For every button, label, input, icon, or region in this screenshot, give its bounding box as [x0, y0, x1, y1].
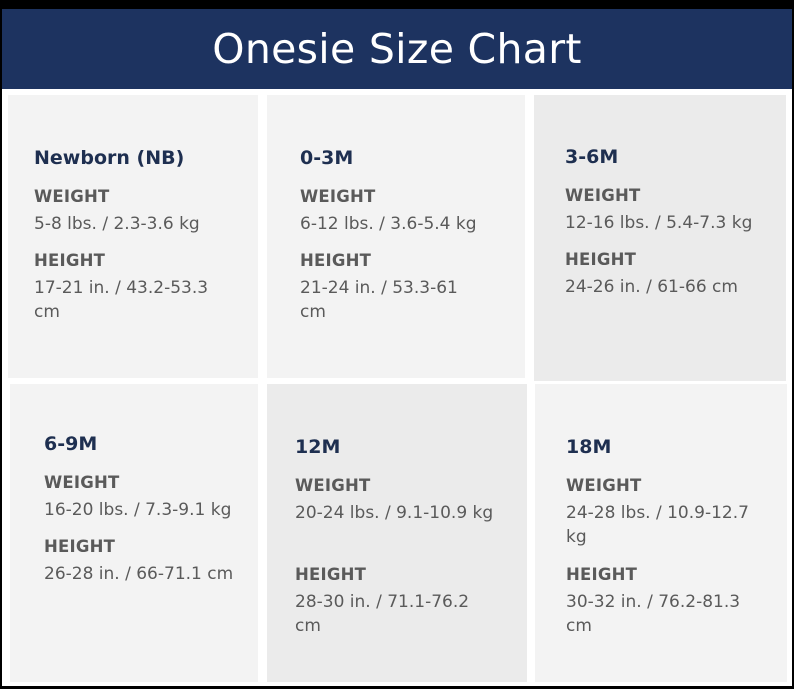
weight-label: WEIGHT — [300, 187, 376, 206]
weight-value: 12-16 lbs. / 5.4-7.3 kg — [565, 213, 753, 233]
weight-label: WEIGHT — [44, 473, 120, 492]
size-name: 6-9M — [44, 433, 98, 455]
height-value: 30-32 in. / 76.2-81.3 cm — [566, 592, 741, 636]
size-cell-18m: 18M WEIGHT 24-28 lbs. / 10.9-12.7 kg HEI… — [535, 384, 787, 682]
weight-label: WEIGHT — [295, 476, 371, 495]
size-cell-3-6m: 3-6M WEIGHT 12-16 lbs. / 5.4-7.3 kg HEIG… — [534, 95, 786, 381]
size-name: Newborn (NB) — [34, 147, 185, 169]
height-label: HEIGHT — [565, 250, 637, 269]
size-cell-6-9m: 6-9M WEIGHT 16-20 lbs. / 7.3-9.1 kg HEIG… — [10, 384, 258, 682]
height-value: 26-28 in. / 66-71.1 cm — [44, 564, 234, 584]
size-chart: Onesie Size Chart Newborn (NB) WEIGHT 5-… — [2, 9, 792, 686]
weight-label: WEIGHT — [34, 187, 110, 206]
height-label: HEIGHT — [566, 565, 638, 584]
size-cell-12m: 12M WEIGHT 20-24 lbs. / 9.1-10.9 kg HEIG… — [267, 384, 527, 682]
chart-header: Onesie Size Chart — [2, 9, 792, 89]
height-value: 17-21 in. / 43.2-53.3 cm — [34, 278, 209, 322]
weight-value: 16-20 lbs. / 7.3-9.1 kg — [44, 500, 232, 520]
height-label: HEIGHT — [295, 565, 367, 584]
weight-label: WEIGHT — [566, 476, 642, 495]
size-cell-0-3m: 0-3M WEIGHT 6-12 lbs. / 3.6-5.4 kg HEIGH… — [267, 95, 525, 378]
size-cell-newborn: Newborn (NB) WEIGHT 5-8 lbs. / 2.3-3.6 k… — [8, 95, 258, 378]
chart-title: Onesie Size Chart — [212, 25, 582, 73]
weight-value: 24-28 lbs. / 10.9-12.7 kg — [566, 503, 749, 547]
size-name: 12M — [295, 436, 341, 458]
height-value: 24-26 in. / 61-66 cm — [565, 277, 738, 297]
weight-value: 5-8 lbs. / 2.3-3.6 kg — [34, 214, 200, 234]
weight-value: 6-12 lbs. / 3.6-5.4 kg — [300, 214, 477, 234]
height-value: 28-30 in. / 71.1-76.2 cm — [295, 592, 470, 636]
height-value: 21-24 in. / 53.3-61 cm — [300, 278, 458, 322]
size-name: 0-3M — [300, 147, 354, 169]
weight-value: 20-24 lbs. / 9.1-10.9 kg — [295, 503, 494, 523]
height-label: HEIGHT — [44, 537, 116, 556]
weight-label: WEIGHT — [565, 186, 641, 205]
size-name: 18M — [566, 436, 612, 458]
height-label: HEIGHT — [300, 251, 372, 270]
height-label: HEIGHT — [34, 251, 106, 270]
size-name: 3-6M — [565, 146, 619, 168]
